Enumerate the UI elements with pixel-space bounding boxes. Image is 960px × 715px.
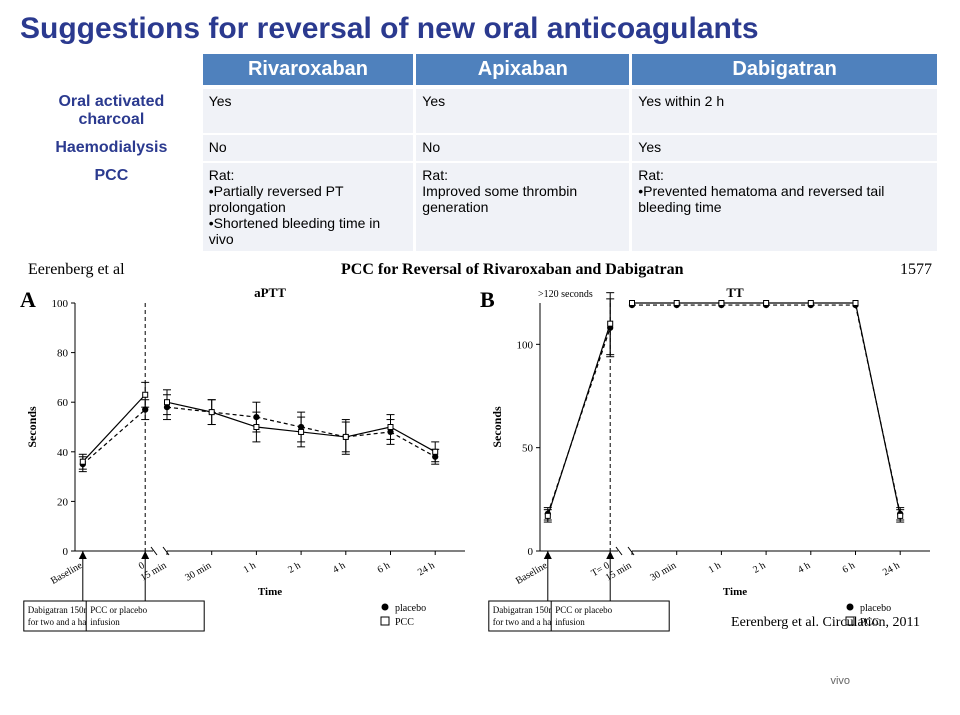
svg-text:PCC or placebo: PCC or placebo xyxy=(90,605,147,615)
page-title: Suggestions for reversal of new oral ant… xyxy=(20,12,940,46)
svg-text:PCC or placebo: PCC or placebo xyxy=(555,605,612,615)
table-row: PCCRat: •Partially reversed PT prolongat… xyxy=(23,163,937,251)
table-cell: Rat: Improved some thrombin generation xyxy=(416,163,629,251)
svg-text:6 h: 6 h xyxy=(376,560,392,576)
reversal-table: RivaroxabanApixabanDabigatran Oral activ… xyxy=(20,52,940,253)
table-cell: No xyxy=(203,135,414,161)
table-cell: Rat: •Prevented hematoma and reversed ta… xyxy=(632,163,937,251)
svg-text:Time: Time xyxy=(723,586,747,598)
truncated-text: vivo xyxy=(830,675,850,687)
table-cell: No xyxy=(416,135,629,161)
panel-a-label: A xyxy=(20,287,36,313)
table-cell: Yes xyxy=(416,89,629,133)
svg-text:0: 0 xyxy=(63,546,69,558)
svg-text:2 h: 2 h xyxy=(286,560,302,576)
table-row: Oral activated charcoalYesYesYes within … xyxy=(23,89,937,133)
svg-text:Baseline: Baseline xyxy=(514,560,550,587)
svg-text:4 h: 4 h xyxy=(331,560,347,576)
svg-text:PCC: PCC xyxy=(395,617,414,628)
table-cell: Yes xyxy=(203,89,414,133)
svg-text:30 min: 30 min xyxy=(183,560,213,584)
svg-text:50: 50 xyxy=(522,443,534,455)
svg-text:aPTT: aPTT xyxy=(254,285,286,300)
fig-center: PCC for Reversal of Rivaroxaban and Dabi… xyxy=(341,261,684,279)
svg-text:infusion: infusion xyxy=(90,617,120,627)
svg-text:Seconds: Seconds xyxy=(25,406,39,448)
panel-b-label: B xyxy=(480,287,495,313)
svg-text:Time: Time xyxy=(258,586,282,598)
svg-text:1 h: 1 h xyxy=(242,560,258,576)
svg-text:100: 100 xyxy=(52,298,69,310)
svg-text:6 h: 6 h xyxy=(841,560,857,576)
fig-author: Eerenberg et al xyxy=(28,261,125,279)
svg-text:4 h: 4 h xyxy=(796,560,812,576)
svg-text:Baseline: Baseline xyxy=(49,560,85,587)
col-header: Rivaroxaban xyxy=(203,54,414,87)
aptt-chart: aPTT020406080100SecondsBaseline015 min30… xyxy=(20,281,475,641)
svg-text:100: 100 xyxy=(517,339,534,351)
table-cell: Rat: •Partially reversed PT prolongation… xyxy=(203,163,414,251)
svg-text:20: 20 xyxy=(57,496,69,508)
table-row: HaemodialysisNoNoYes xyxy=(23,135,937,161)
col-header xyxy=(23,54,200,87)
svg-text:24 h: 24 h xyxy=(881,560,902,578)
table-cell: Yes within 2 h xyxy=(632,89,937,133)
citation: Eerenberg et al. Circulation, 2011 xyxy=(731,615,920,631)
figure-header: Eerenberg et al PCC for Reversal of Riva… xyxy=(20,259,940,281)
svg-text:60: 60 xyxy=(57,397,69,409)
svg-text:placebo: placebo xyxy=(395,603,426,614)
svg-text:0: 0 xyxy=(528,546,534,558)
table-cell: Yes xyxy=(632,135,937,161)
svg-text:1 h: 1 h xyxy=(707,560,723,576)
row-label: Oral activated charcoal xyxy=(23,89,200,133)
col-header: Apixaban xyxy=(416,54,629,87)
svg-text:>120 seconds: >120 seconds xyxy=(538,289,593,300)
svg-text:placebo: placebo xyxy=(860,603,891,614)
svg-text:40: 40 xyxy=(57,447,69,459)
svg-text:2 h: 2 h xyxy=(751,560,767,576)
svg-text:TT: TT xyxy=(726,285,744,300)
row-label: PCC xyxy=(23,163,200,251)
svg-text:Seconds: Seconds xyxy=(490,406,504,448)
tt-chart: TT>120 seconds050100SecondsBaselineT= 01… xyxy=(485,281,940,641)
fig-page: 1577 xyxy=(900,261,932,279)
col-header: Dabigatran xyxy=(632,54,937,87)
row-label: Haemodialysis xyxy=(23,135,200,161)
svg-text:80: 80 xyxy=(57,348,69,360)
figure-area: Eerenberg et al PCC for Reversal of Riva… xyxy=(20,259,940,687)
svg-text:30 min: 30 min xyxy=(648,560,678,584)
svg-text:infusion: infusion xyxy=(555,617,585,627)
svg-text:24 h: 24 h xyxy=(416,560,437,578)
